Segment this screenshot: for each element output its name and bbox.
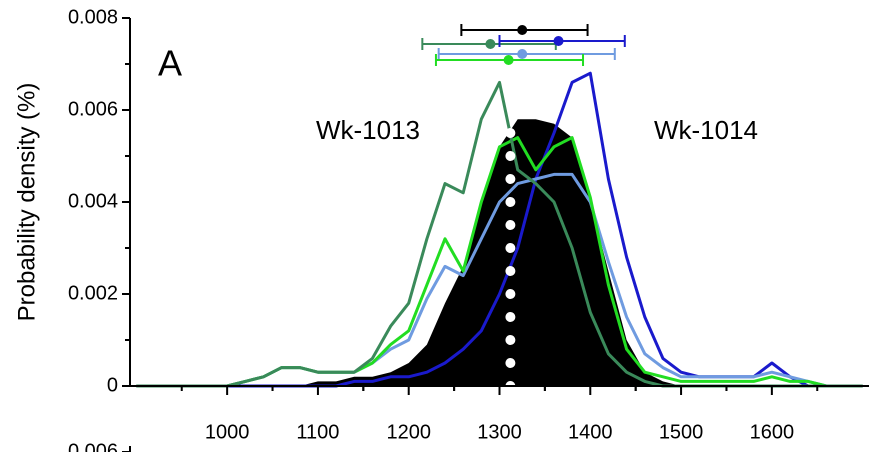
marker-line [505,128,516,391]
annotation: Wk-1014 [654,115,758,145]
marker-dot [505,266,516,276]
interval-center [553,36,564,46]
marker-dot [505,151,516,161]
marker-dot [505,197,516,207]
interval-center [485,39,496,49]
panel-label: A [158,43,182,84]
interval-center [503,55,514,65]
x-tick-label: 1100 [296,421,339,443]
marker-dot [505,312,516,322]
annotation: Wk-1013 [316,115,420,145]
x-tick-label: 1500 [659,421,704,443]
y-axis-label: Probability density (%) [13,83,40,322]
interval-center [517,49,528,59]
marker-dot [505,220,516,230]
interval-center [517,25,528,35]
x-tick-label: 1000 [205,421,250,443]
y-tick-label: 0 [107,374,118,396]
x-tick-label: 1600 [750,421,795,443]
x-tick-label: 1400 [568,421,613,443]
marker-dot [505,335,516,345]
marker-dot [505,174,516,184]
marker-dot [505,128,516,138]
marker-dot [505,243,516,253]
marker-dot [505,358,516,368]
marker-dot [505,289,516,299]
y-tick-label: 0.002 [68,282,118,304]
x-tick-label: 1300 [477,421,522,443]
y-tick-label: 0.004 [68,190,118,212]
density-area [136,119,863,386]
y-tick-label: 0.008 [68,6,118,28]
y-tick-label: 0.006 [68,440,118,452]
y-tick-label: 0.006 [68,98,118,120]
x-tick-label: 1200 [386,421,431,443]
